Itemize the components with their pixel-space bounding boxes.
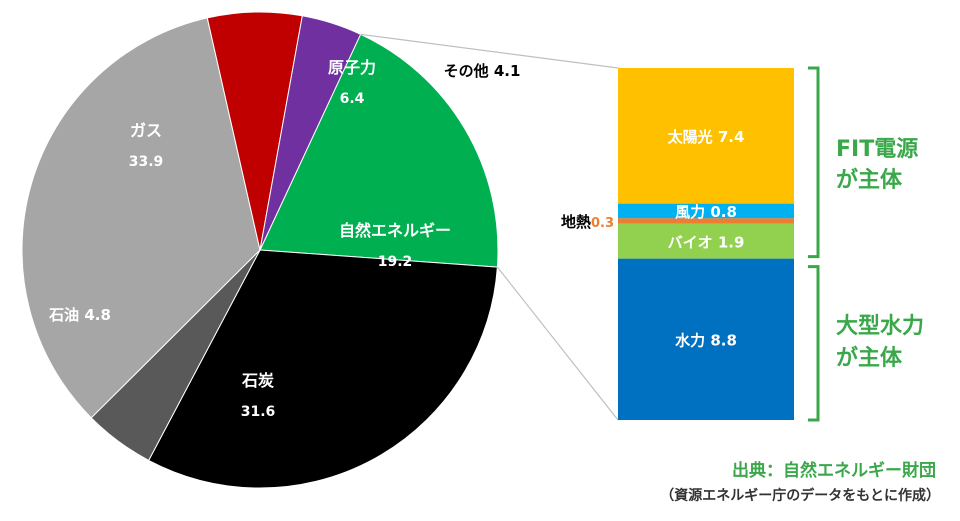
- pie-label-name-4: 原子力: [328, 58, 376, 77]
- hydro-bracket: [808, 265, 820, 422]
- bar-segment-3: [618, 223, 794, 259]
- pie-label-name-1: 石炭: [241, 371, 274, 390]
- pie-label-value-0: 19.2: [378, 254, 413, 270]
- bar-label-1: 風力 0.8: [675, 203, 737, 221]
- pie-slice-3: [21, 17, 261, 419]
- bar-label-3: バイオ 1.9: [668, 233, 745, 251]
- source-line2: （資源エネルギー庁のデータをもとに作成）: [660, 487, 940, 504]
- connector-lines: [360, 33, 619, 421]
- source-note: 出典：自然エネルギー財団 （資源エネルギー庁のデータをもとに作成）: [660, 460, 940, 504]
- bar-segment-1: [618, 203, 794, 219]
- stacked-bar: 太陽光 7.4 風力 0.8 地熱0.3 バイオ 1.9 水力 8.8: [561, 68, 794, 420]
- pie-label-name-3: ガス: [130, 121, 162, 140]
- bar-label-2: 地熱0.3: [561, 213, 614, 231]
- bar-label-4: 水力 8.8: [675, 331, 737, 349]
- bar-label-0: 太陽光 7.4: [668, 128, 745, 146]
- hydro-bracket-label-line2: が主体: [836, 345, 903, 371]
- pie-label-value-3: 33.9: [129, 154, 164, 170]
- fit-bracket: [808, 66, 820, 259]
- brackets: FIT電源 が主体 大型水力 が主体: [808, 66, 924, 422]
- pie-slice-0: [259, 33, 499, 268]
- bar-segment-4: [618, 258, 794, 420]
- pie-label-value-4: 6.4: [340, 91, 365, 107]
- source-line1: 出典：自然エネルギー財団: [732, 460, 936, 481]
- pie-label-name-0: 自然エネルギー: [339, 221, 451, 240]
- fit-bracket-label-line1: FIT電源: [836, 137, 918, 162]
- fit-bracket-label-line2: が主体: [836, 167, 903, 193]
- pie-label-value-1: 31.6: [241, 404, 276, 420]
- bar-segment-0: [618, 68, 794, 204]
- pie-slice-5: [259, 15, 362, 251]
- pie-chart: 自然エネルギー 19.2 石炭 31.6 石油 4.8 ガス 33.9 原子力 6.4 その他 4…: [21, 11, 521, 489]
- pie-label-5: その他 4.1: [444, 62, 521, 80]
- pie-label-2: 石油 4.8: [48, 306, 111, 324]
- hydro-bracket-label-line1: 大型水力: [836, 314, 924, 339]
- pie-slice-1: [148, 249, 498, 489]
- connector-bottom: [496, 266, 619, 421]
- bar-segment-2: [618, 218, 794, 224]
- connector-top: [360, 33, 619, 69]
